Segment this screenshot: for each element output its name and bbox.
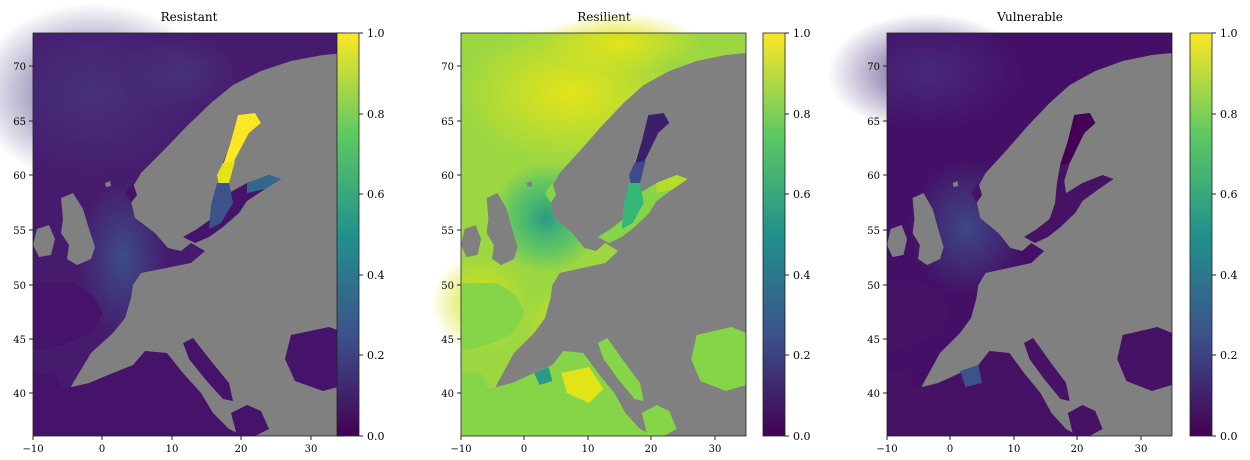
colorbar-tick: 0.8 [367,108,385,121]
x-axis: −10 0 10 20 30 [876,436,1147,455]
colorbar-tick: 0.6 [367,188,385,201]
x-tick: 10 [1008,444,1021,455]
x-tick: 30 [305,444,318,455]
map-area [0,3,346,437]
colorbar-tick: 0.0 [793,430,811,443]
colorbar: 0.0 0.2 0.4 0.6 0.8 1.0 [762,27,811,443]
panel-resistant: Resistant −10 0 10 20 30 [0,3,385,455]
y-tick: 40 [441,389,454,400]
colorbar-tick: 0.6 [793,188,811,201]
y-tick: 60 [867,171,880,182]
y-tick: 45 [441,335,454,346]
med-teal-patch [534,367,553,385]
x-tick: 30 [709,444,722,455]
y-tick: 65 [13,117,26,128]
x-tick: 0 [99,444,105,455]
x-tick: 30 [1135,444,1148,455]
y-tick: 65 [867,117,880,128]
baltic-central-low [629,161,646,185]
y-tick: 50 [13,281,26,292]
y-tick: 70 [441,62,454,73]
x-tick: −10 [22,444,43,455]
baltic-south [621,183,644,229]
panel-resilient: Resilient [431,10,811,455]
x-tick: 20 [1071,444,1084,455]
y-tick: 70 [867,62,880,73]
gulf-finland [247,175,281,193]
map-area [827,13,1173,437]
baltic-bothnia-high [223,113,261,165]
y-tick: 40 [867,389,880,400]
baltic-bothnia-low [634,113,670,165]
y-axis: 40 45 50 55 60 65 70 [441,62,461,400]
colorbar-tick: 0.8 [793,108,811,121]
panel-vulnerable: Vulnerable −10 0 10 20 30 [827,10,1238,455]
baltic-central-high [217,161,235,185]
colorbar-tick: 0.2 [367,349,385,362]
med-blue-patch [960,365,983,387]
panel-title: Vulnerable [996,10,1063,24]
colorbar-tick: 0.6 [1220,188,1238,201]
y-tick: 50 [867,281,880,292]
colorbar-tick: 1.0 [793,27,811,40]
map-area [431,13,747,437]
y-axis: 40 45 50 55 60 65 70 [13,62,33,400]
colorbar-tick: 0.4 [1220,269,1238,282]
y-tick: 40 [13,389,26,400]
x-tick: 10 [166,444,179,455]
x-axis: −10 0 10 20 30 [450,436,721,455]
x-tick: 0 [521,444,527,455]
colorbar-tick: 0.4 [793,269,811,282]
colorbar-tick: 0.2 [1220,349,1238,362]
y-axis: 40 45 50 55 60 65 70 [867,62,887,400]
x-tick: 20 [645,444,658,455]
y-tick: 55 [867,226,880,237]
colorbar-tick: 0.4 [367,269,385,282]
y-tick: 45 [867,335,880,346]
colorbar-tick: 1.0 [367,27,385,40]
colorbar: 0.0 0.2 0.4 0.6 0.8 1.0 [336,27,385,443]
y-tick: 55 [441,226,454,237]
y-tick: 55 [13,226,26,237]
colorbar-tick: 0.0 [1220,430,1238,443]
y-tick: 50 [441,281,454,292]
x-tick: 20 [235,444,248,455]
y-tick: 60 [441,171,454,182]
colorbar: 0.0 0.2 0.4 0.6 0.8 1.0 [1189,27,1238,443]
x-tick: 0 [947,444,953,455]
y-tick: 65 [441,117,454,128]
baltic-gradient [209,183,233,229]
colorbar-tick: 0.0 [367,430,385,443]
colorbar-tick: 1.0 [1220,27,1238,40]
med-west-bright [561,367,604,403]
gulf-finland [656,175,688,193]
x-axis: −10 0 10 20 30 [22,436,317,455]
y-tick: 45 [13,335,26,346]
colorbar-tick: 0.8 [1220,108,1238,121]
y-tick: 70 [13,62,26,73]
baltic-low [1060,113,1096,165]
y-tick: 60 [13,171,26,182]
x-tick: −10 [876,444,897,455]
x-tick: 10 [582,444,595,455]
x-tick: −10 [450,444,471,455]
panel-title: Resistant [161,10,218,24]
colorbar-tick: 0.2 [793,349,811,362]
